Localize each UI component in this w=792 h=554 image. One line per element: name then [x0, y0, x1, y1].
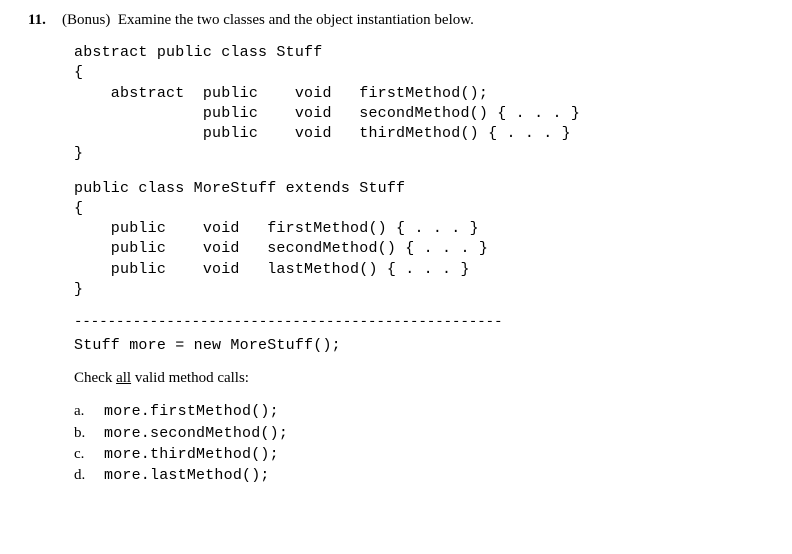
- question-number: 11.: [28, 12, 62, 29]
- instruction-underlined: all: [116, 370, 131, 386]
- separator-dashes: ----------------------------------------…: [74, 314, 764, 330]
- answer-text: more.firstMethod();: [104, 402, 279, 422]
- answer-text: more.lastMethod();: [104, 466, 270, 486]
- answer-label: b.: [74, 423, 104, 443]
- code-instantiation: Stuff more = new MoreStuff();: [74, 336, 764, 356]
- answer-c: c. more.thirdMethod();: [74, 444, 764, 465]
- answer-b: b. more.secondMethod();: [74, 423, 764, 444]
- answers-list: a. more.firstMethod(); b. more.secondMet…: [74, 401, 764, 486]
- instruction-post: valid method calls:: [131, 370, 249, 386]
- question-prompt: Examine the two classes and the object i…: [118, 12, 474, 28]
- answer-d: d. more.lastMethod();: [74, 465, 764, 486]
- answer-label: c.: [74, 444, 104, 464]
- code-class2: public class MoreStuff extends Stuff { p…: [74, 179, 764, 301]
- answer-label: d.: [74, 465, 104, 485]
- question-tag: (Bonus): [62, 12, 110, 28]
- instruction-line: Check all valid method calls:: [74, 370, 764, 387]
- answer-a: a. more.firstMethod();: [74, 401, 764, 422]
- instruction-pre: Check: [74, 370, 116, 386]
- question-header: 11. (Bonus) Examine the two classes and …: [28, 12, 764, 29]
- code-class1: abstract public class Stuff { abstract p…: [74, 43, 764, 165]
- answer-text: more.secondMethod();: [104, 424, 288, 444]
- answer-text: more.thirdMethod();: [104, 445, 279, 465]
- answer-label: a.: [74, 401, 104, 421]
- question-text: (Bonus) Examine the two classes and the …: [62, 12, 474, 29]
